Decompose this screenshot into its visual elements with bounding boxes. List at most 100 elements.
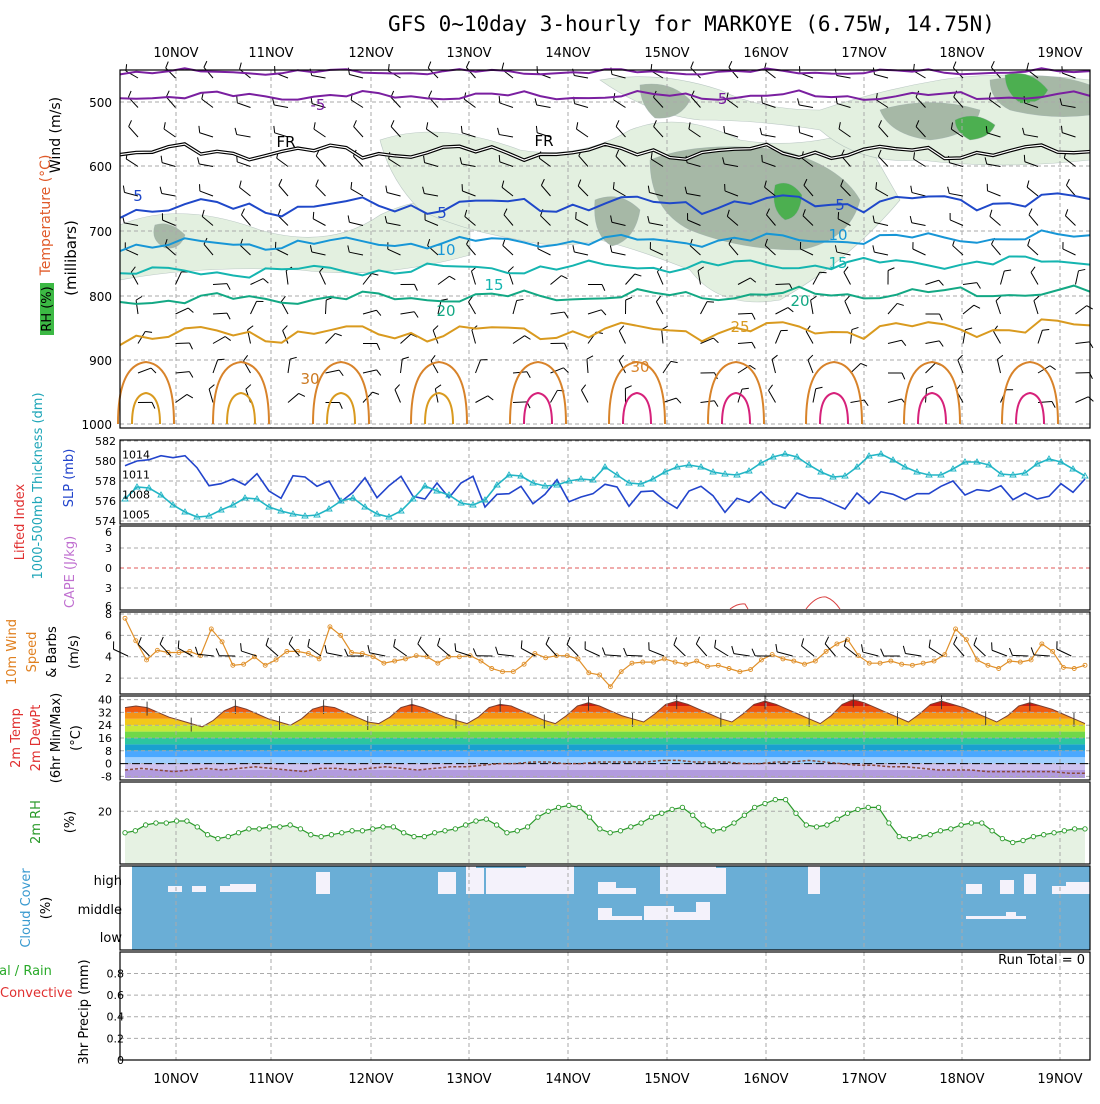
- barb-staff: [466, 67, 475, 78]
- precip-panel-frame: [120, 952, 1090, 1060]
- temp-tick-label: 40: [98, 694, 112, 707]
- temperature-contour: [120, 286, 1090, 304]
- rh-point: [350, 829, 354, 833]
- pressure-tick-label: 600: [89, 160, 112, 174]
- barb-staff: [696, 644, 707, 656]
- barb-flag: [1004, 268, 1011, 272]
- barb-staff: [929, 647, 943, 656]
- wind-barb: [910, 242, 928, 255]
- wind-barb: [888, 301, 904, 318]
- rh-point: [1000, 836, 1004, 840]
- barb-staff: [888, 340, 902, 343]
- barb-flag: [565, 637, 572, 644]
- wind-barb: [352, 120, 368, 137]
- barb-flag: [202, 61, 209, 67]
- barb-staff: [1027, 187, 1038, 196]
- rh-point: [164, 821, 168, 825]
- rh-point: [722, 827, 726, 831]
- barb-flag: [495, 647, 499, 655]
- barb-flag: [1060, 242, 1065, 249]
- rh-point: [660, 811, 664, 815]
- rh-point: [990, 829, 994, 833]
- wind-barb: [176, 371, 193, 379]
- wind10m-barb: [623, 648, 642, 656]
- barb-flag: [377, 369, 381, 376]
- rh-point: [247, 827, 251, 831]
- barb-staff: [888, 303, 897, 314]
- barb-flag: [188, 307, 193, 314]
- barb-flag: [162, 122, 168, 129]
- barb-flag: [394, 385, 401, 390]
- wind-barb: [401, 356, 409, 373]
- wind-barb: [926, 340, 944, 349]
- wind10m-barb: [391, 639, 411, 656]
- rh-point: [980, 821, 984, 825]
- rh-point: [1052, 831, 1056, 835]
- cloud-cover-gap: [168, 886, 182, 892]
- barb-flag: [909, 216, 913, 223]
- wind10m-barb: [799, 638, 818, 656]
- barb-staff: [213, 313, 227, 314]
- temp2m-ylabel-a: 2m Temp: [9, 708, 24, 768]
- barb-staff: [1063, 249, 1076, 255]
- barb-flag: [158, 637, 165, 644]
- barb-flag: [376, 309, 380, 316]
- barb-staff: [926, 363, 936, 373]
- barb-flag: [481, 357, 488, 362]
- cloud-cover-gap: [660, 866, 716, 894]
- barb-flag: [965, 327, 972, 331]
- wind-barb: [311, 212, 329, 226]
- thickness-tick-label: 580: [95, 455, 116, 468]
- precip-tick-label: 0.6: [107, 989, 125, 1002]
- barb-flag: [564, 312, 568, 319]
- barb-flag: [197, 184, 202, 191]
- barb-flag: [312, 122, 318, 129]
- barb-flag: [527, 371, 530, 378]
- cloud-cover-gap: [220, 886, 230, 892]
- barb-flag: [731, 646, 735, 654]
- temp2m-ylabel-b: 2m DewPt: [29, 705, 44, 772]
- wind-barb: [572, 245, 590, 255]
- rh-point: [783, 797, 787, 801]
- wind10m-barb: [646, 642, 667, 656]
- cloud-cover-gap: [476, 868, 484, 894]
- temperature-band: [120, 738, 1090, 744]
- barb-staff: [538, 249, 551, 255]
- wind10m-barb: [582, 641, 602, 656]
- barb-staff: [418, 644, 428, 656]
- barb-flag: [689, 62, 695, 68]
- contour-label: 30: [630, 358, 649, 376]
- barb-flag: [844, 296, 851, 301]
- contour-label: 20: [436, 302, 455, 320]
- barb-staff: [1076, 342, 1090, 344]
- barb-flag: [435, 385, 442, 389]
- barb-staff: [992, 650, 1007, 656]
- barb-flag: [136, 296, 143, 300]
- wind-barb: [1060, 242, 1078, 255]
- wind-barb: [805, 326, 819, 344]
- barb-staff: [663, 398, 676, 402]
- barb-flag: [939, 314, 942, 320]
- barb-staff: [851, 363, 861, 373]
- rh-point: [897, 834, 901, 838]
- cape-tick-label: 3: [105, 542, 112, 555]
- barb-staff: [316, 186, 326, 196]
- barb-flag: [127, 120, 134, 126]
- barb-staff: [674, 645, 685, 656]
- barb-staff: [987, 191, 1000, 196]
- wind-barb: [234, 128, 252, 137]
- rh-point: [928, 833, 932, 837]
- cloud-cover-gap: [696, 902, 710, 920]
- temp2m-ylabel-c: (6hr Min/Max): [49, 693, 64, 783]
- barb-staff: [513, 336, 525, 344]
- barb-staff: [1057, 649, 1071, 656]
- wind-barb: [759, 128, 777, 137]
- barb-staff: [926, 341, 940, 344]
- barb-flag: [714, 400, 718, 407]
- rh-point: [494, 823, 498, 827]
- barb-staff: [500, 103, 513, 108]
- barb-flag: [196, 157, 200, 164]
- wind-barb: [963, 327, 972, 345]
- barb-flag: [1054, 641, 1060, 649]
- rh-point: [825, 823, 829, 827]
